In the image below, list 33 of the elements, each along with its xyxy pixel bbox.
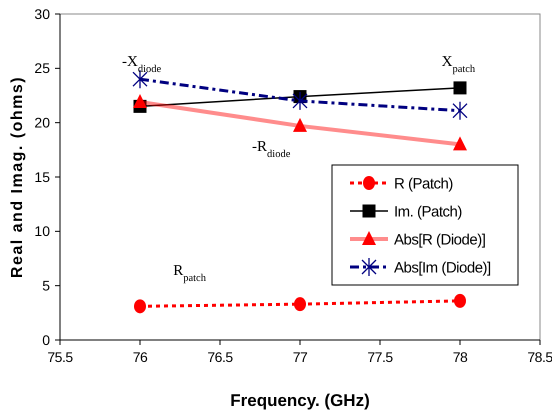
y-axis-title: Real and Imag. (ohms) [9, 76, 26, 278]
x-tick-label: 77.5 [367, 349, 394, 365]
x-axis-title: Frequency. (GHz) [230, 391, 370, 410]
x-tick-label: 76.5 [207, 349, 234, 365]
y-tick-label: 10 [34, 223, 50, 240]
legend-label: Abs[Im (Diode)] [394, 259, 492, 276]
legend-label: Abs[R (Diode)] [394, 231, 486, 248]
point [454, 294, 466, 308]
legend-label: R (Patch) [394, 175, 454, 192]
annotation: -X$_{diode}$ [122, 54, 162, 75]
legend-label: Im. (Patch) [394, 203, 462, 220]
point [134, 299, 146, 314]
x-tick-label: 78.5 [527, 349, 552, 365]
y-tick-label: 30 [34, 6, 50, 22]
point [454, 81, 466, 94]
y-tick-label: 25 [34, 60, 50, 76]
x-tick-label: 78 [452, 349, 468, 365]
y-tick-label: 0 [42, 332, 50, 348]
y-tick-label: 15 [34, 168, 50, 185]
y-tick-label: 20 [34, 114, 50, 131]
x-tick-label: 77 [292, 349, 308, 365]
annotation: -R$_{diode}$ [252, 138, 291, 160]
point [133, 94, 147, 108]
point [293, 118, 307, 132]
x-tick-label: 76 [132, 349, 148, 365]
point [294, 297, 306, 312]
annotation: R$_{patch}$ [173, 262, 207, 284]
x-tick-label: 75.5 [47, 349, 74, 365]
annotation: X$_{patch}$ [442, 54, 476, 75]
point [452, 101, 468, 120]
point [453, 136, 467, 150]
y-tick-label: 5 [42, 278, 50, 294]
point [292, 91, 308, 111]
